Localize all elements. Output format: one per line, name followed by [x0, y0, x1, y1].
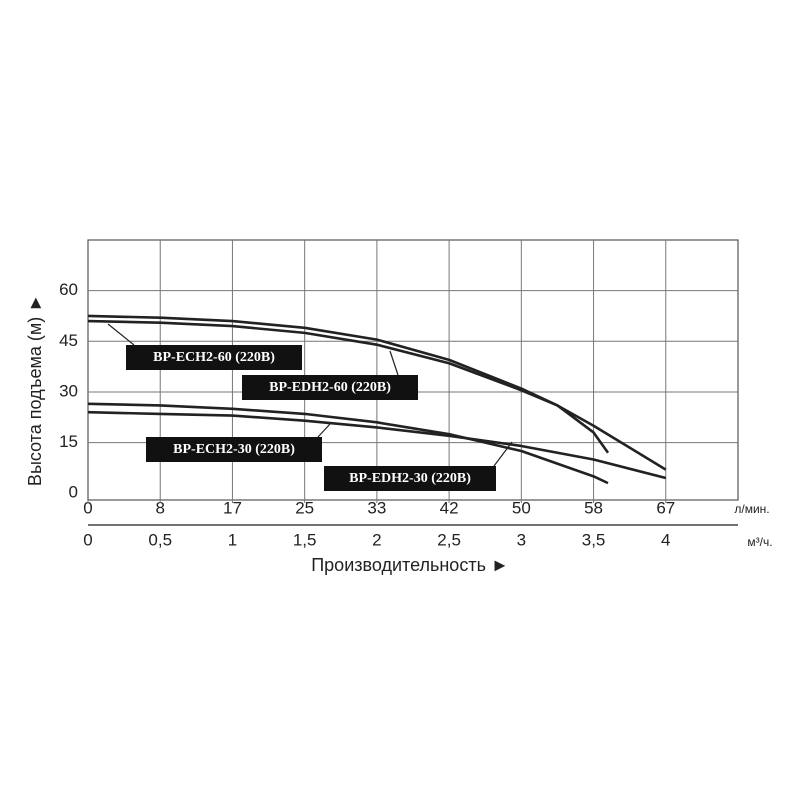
x2-tick-label: 50: [512, 498, 531, 517]
series-tag-box: [146, 437, 322, 462]
x2-tick-label: 42: [440, 498, 459, 517]
x-tick-label: 0: [83, 530, 92, 549]
series-tag-box: [126, 345, 302, 370]
x-axis-title: Производительность ►: [311, 555, 509, 575]
series-line: [87, 319, 667, 471]
y-tick-label: 60: [59, 280, 78, 299]
y-tick-label: 15: [59, 432, 78, 451]
series-line: [87, 314, 610, 454]
series-line: [87, 410, 667, 480]
series-tag: BP-EDH2-60 (220В): [269, 380, 391, 395]
leader-line: [107, 323, 135, 346]
x-tick-label: 0,5: [148, 530, 172, 549]
x-tick-label: 1,5: [293, 530, 317, 549]
series-tag: BP-ECH2-30 (220В): [173, 442, 295, 457]
series-line: [87, 402, 609, 485]
y-axis-title: Высота подъема (м) ►: [25, 294, 45, 486]
x-unit: м³/ч.: [747, 535, 772, 549]
x2-tick-label: 0: [83, 498, 92, 517]
series-tag: BP-EDH2-30 (220В): [349, 471, 471, 486]
leader-line: [389, 350, 399, 376]
leader-line: [317, 423, 331, 438]
series-tag-box: [324, 466, 496, 491]
x2-unit: л/мин.: [734, 502, 769, 516]
x-tick-label: 2: [372, 530, 381, 549]
plot-frame: [87, 239, 739, 501]
series-tag: BP-ECH2-60 (220В): [153, 350, 275, 365]
x-tick-label: 1: [228, 530, 237, 549]
x-tick-label: 3: [517, 530, 526, 549]
x-tick-label: 4: [661, 530, 670, 549]
x2-tick-label: 25: [295, 498, 314, 517]
x-tick-label: 2,5: [437, 530, 461, 549]
y-tick-label: 0: [69, 483, 78, 502]
leader-line: [493, 441, 513, 467]
x2-tick-label: 58: [584, 498, 603, 517]
y-tick-label: 30: [59, 381, 78, 400]
x2-tick-label: 67: [656, 498, 675, 517]
x2-tick-label: 17: [223, 498, 242, 517]
x-tick-label: 3,5: [582, 530, 606, 549]
series-tag-box: [242, 375, 418, 400]
x2-tick-label: 8: [155, 498, 164, 517]
y-tick-label: 45: [59, 331, 78, 350]
x2-tick-label: 33: [367, 498, 386, 517]
